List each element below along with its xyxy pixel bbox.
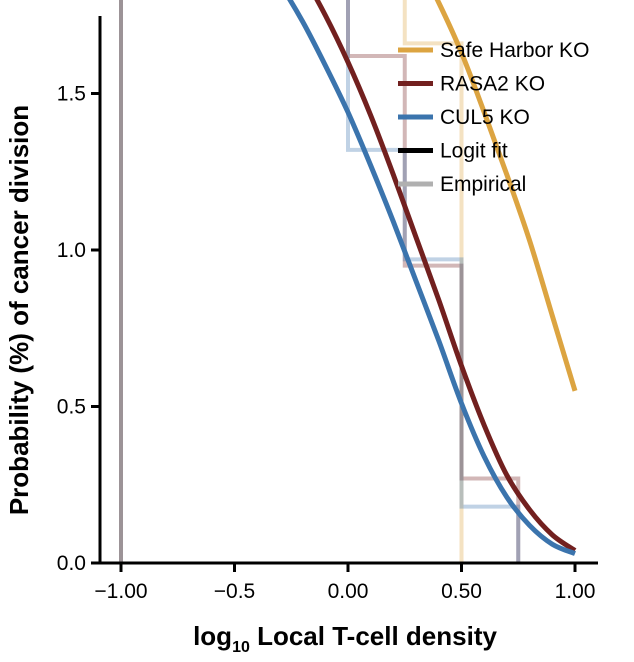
y-tick-label: 0.5 xyxy=(57,396,86,419)
legend-label-rasa2-ko: RASA2 KO xyxy=(440,73,545,96)
x-tick-label: 1.00 xyxy=(555,580,596,603)
fit-line-rasa2-ko xyxy=(314,0,577,553)
y-tick-label: 1.5 xyxy=(57,83,86,106)
legend-label-logit-fit: Logit fit xyxy=(440,140,508,163)
legend-label-cul5-ko: CUL5 KO xyxy=(440,106,530,129)
empirical-step-cul5-ko xyxy=(119,0,521,563)
y-tick-label: 0.0 xyxy=(57,552,86,575)
fit-line-cul5-ko xyxy=(287,0,576,556)
logit-fit-curves xyxy=(287,0,578,556)
y-axis-title: Probability (%) of cancer division xyxy=(4,105,34,515)
empirical-step-safe-harbor-ko xyxy=(119,0,464,563)
legend-label-safe-harbor-ko: Safe Harbor KO xyxy=(440,39,589,62)
legend: Safe Harbor KO RASA2 KO CUL5 KO Logit fit Em… xyxy=(398,39,589,196)
x-tick-label: −0.5 xyxy=(214,580,255,603)
fit-line-safe-harbor-ko xyxy=(434,0,578,392)
x-axis-title: log10 Local T-cell density xyxy=(193,621,497,656)
x-tick-label: 0.50 xyxy=(441,580,482,603)
x-axis-title-log: log xyxy=(193,621,232,651)
x-tick-label: −1.00 xyxy=(94,580,147,603)
legend-label-empirical: Empirical xyxy=(440,173,526,196)
x-axis-title-rest: Local T-cell density xyxy=(250,621,498,651)
x-axis-title-subscript: 10 xyxy=(232,639,250,656)
y-tick-label: 1.0 xyxy=(57,239,86,262)
x-tick-label: 0.00 xyxy=(328,580,369,603)
tick-marks-and-labels: 0.00.51.01.52.02.53.0−1.00−0.50.000.501.… xyxy=(57,83,596,604)
